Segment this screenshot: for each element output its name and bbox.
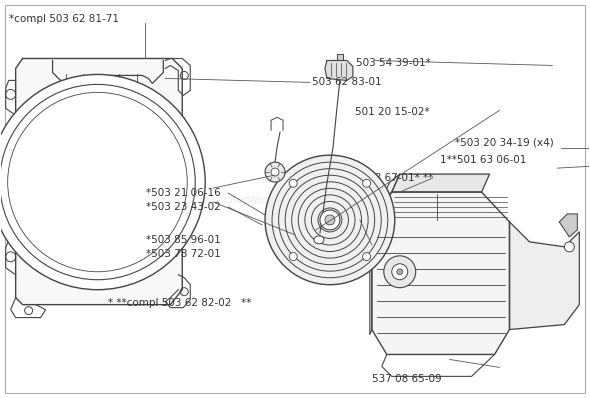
Text: *503 85 96-01: *503 85 96-01 bbox=[146, 235, 221, 245]
Circle shape bbox=[565, 242, 574, 252]
Circle shape bbox=[265, 162, 285, 182]
Polygon shape bbox=[16, 59, 182, 304]
Circle shape bbox=[384, 256, 416, 288]
Text: *503 78 72-01: *503 78 72-01 bbox=[146, 249, 221, 259]
Text: 503 62 83-01: 503 62 83-01 bbox=[312, 77, 382, 88]
Circle shape bbox=[289, 253, 297, 261]
Circle shape bbox=[392, 264, 408, 280]
Polygon shape bbox=[559, 214, 578, 237]
Text: 537 08 65-09: 537 08 65-09 bbox=[372, 375, 441, 384]
Text: *503 20 34-19 (x4): *503 20 34-19 (x4) bbox=[455, 137, 553, 147]
Text: 1**501 63 06-01: 1**501 63 06-01 bbox=[440, 155, 526, 165]
Text: *503 23 43-02: *503 23 43-02 bbox=[146, 202, 221, 212]
Text: Replacementparts.com: Replacementparts.com bbox=[230, 195, 360, 205]
Circle shape bbox=[325, 215, 335, 225]
Polygon shape bbox=[325, 60, 353, 80]
Circle shape bbox=[0, 74, 205, 290]
Circle shape bbox=[363, 179, 371, 187]
Polygon shape bbox=[372, 192, 510, 355]
Circle shape bbox=[271, 168, 279, 176]
Polygon shape bbox=[370, 174, 400, 335]
Text: 501 20 15-02*: 501 20 15-02* bbox=[355, 107, 430, 117]
Polygon shape bbox=[392, 174, 490, 192]
Circle shape bbox=[396, 269, 403, 275]
Text: *503 21 06-16: *503 21 06-16 bbox=[146, 188, 221, 198]
Text: *compl 503 62 81-71: *compl 503 62 81-71 bbox=[9, 14, 119, 23]
Text: 503 54 39-01*: 503 54 39-01* bbox=[356, 59, 431, 68]
Circle shape bbox=[265, 155, 395, 285]
Text: 537 08 67-01* **: 537 08 67-01* ** bbox=[345, 173, 433, 183]
Circle shape bbox=[363, 253, 371, 261]
Text: * **compl 503 62 82-02   **: * **compl 503 62 82-02 ** bbox=[109, 298, 252, 308]
Polygon shape bbox=[337, 53, 343, 60]
Polygon shape bbox=[510, 222, 579, 330]
Circle shape bbox=[289, 179, 297, 187]
Ellipse shape bbox=[314, 236, 324, 244]
Circle shape bbox=[320, 210, 340, 230]
